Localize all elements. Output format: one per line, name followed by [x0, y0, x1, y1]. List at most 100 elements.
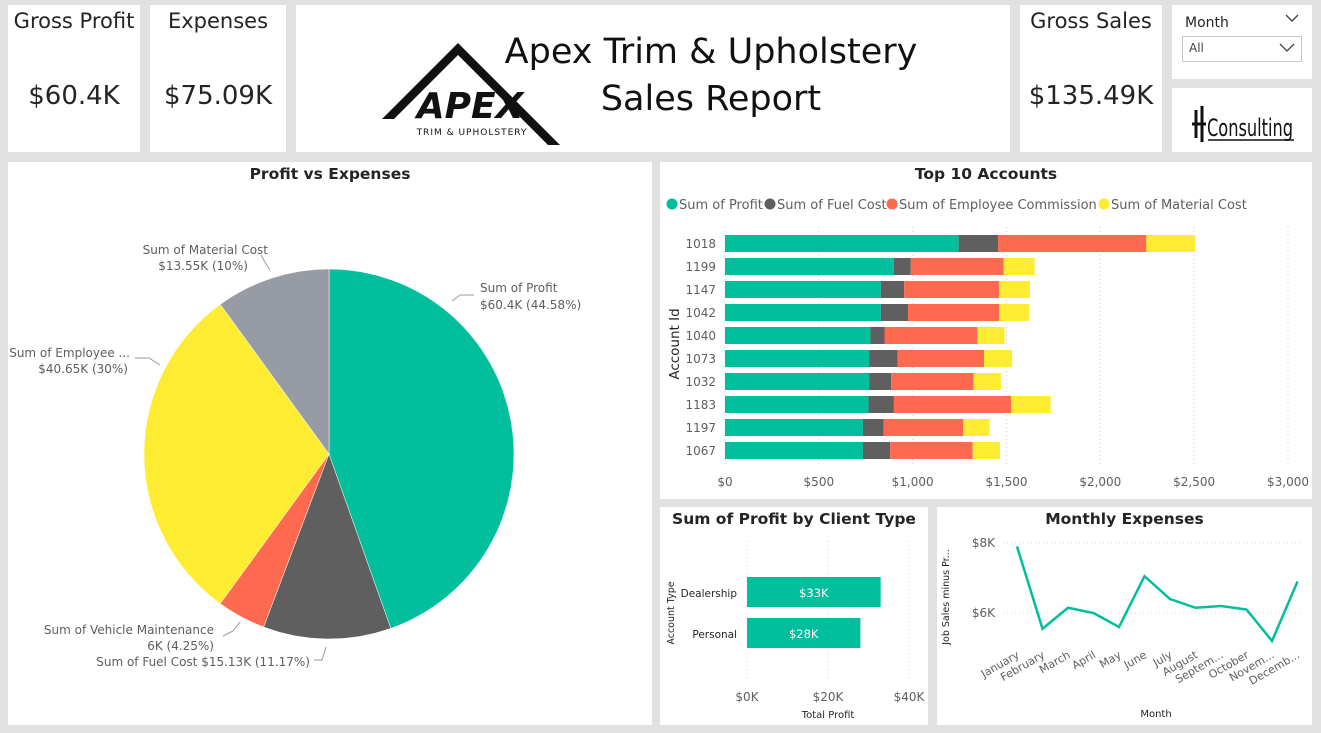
- bar-segment[interactable]: [977, 327, 1005, 344]
- bar-segment[interactable]: [904, 281, 999, 298]
- bar-segment[interactable]: [998, 304, 1030, 321]
- bar-segment[interactable]: [868, 396, 894, 413]
- bar-segment[interactable]: [725, 419, 863, 436]
- category-label: 1147: [685, 283, 716, 297]
- pie-label-employee-name: Sum of Employee ...: [9, 346, 130, 360]
- bar-segment[interactable]: [1011, 396, 1051, 413]
- category-label: 1040: [685, 329, 716, 343]
- x-tick-label: $20K: [813, 690, 845, 704]
- x-tick-label: $1,000: [892, 475, 934, 489]
- pie-slice[interactable]: [143, 303, 330, 605]
- chart-title: Profit vs Expenses: [249, 165, 411, 183]
- bar-segment[interactable]: [963, 419, 990, 436]
- pie-chart-card: Profit vs Expenses Sum of Material Cost …: [8, 162, 652, 725]
- bar-segment[interactable]: [998, 235, 1147, 252]
- bar-segment[interactable]: [725, 327, 871, 344]
- kpi-card-gross-profit: Gross Profit $60.4K: [8, 5, 140, 152]
- bar-segment[interactable]: [725, 281, 881, 298]
- pie-label-vehicle-value: 6K (4.25%): [147, 639, 214, 653]
- line-series: [1015, 546, 1299, 644]
- category-label: 1197: [685, 421, 716, 435]
- top-accounts-card: Top 10 Accounts Sum of Profit Sum of Fuel…: [660, 162, 1312, 499]
- bar-segment[interactable]: [725, 258, 894, 275]
- logo-roof: [382, 43, 560, 145]
- bar-segment[interactable]: [725, 442, 863, 459]
- bar-segment[interactable]: [883, 419, 964, 436]
- bar-segment[interactable]: [907, 304, 999, 321]
- kpi-label: Expenses: [167, 9, 269, 33]
- bar-segment[interactable]: [725, 373, 870, 390]
- bar-segment[interactable]: [890, 442, 973, 459]
- bar-segment[interactable]: [880, 281, 905, 298]
- bar-segment[interactable]: [880, 304, 908, 321]
- x-tick-label: $0K: [735, 690, 759, 704]
- bar-segment[interactable]: [862, 442, 891, 459]
- pie-label-vehicle-name: Sum of Vehicle Maintenance: [44, 623, 214, 637]
- bar-segment[interactable]: [869, 373, 892, 390]
- pie-slice[interactable]: [263, 453, 392, 640]
- bar-segment[interactable]: [998, 281, 1030, 298]
- x-axis-label: Month: [1140, 709, 1171, 720]
- bar-segment[interactable]: [1146, 235, 1196, 252]
- x-tick-label: June: [1121, 648, 1149, 672]
- logo-text: APEX: [414, 86, 526, 127]
- bar-segment[interactable]: [897, 350, 984, 367]
- bar-segment[interactable]: [910, 258, 1004, 275]
- bar-segment[interactable]: [884, 327, 978, 344]
- pie-label-material-value: $13.55K (10%): [158, 259, 248, 273]
- legend-marker: [764, 198, 776, 210]
- x-tick-label: $40K: [894, 690, 926, 704]
- bar-segment[interactable]: [893, 258, 911, 275]
- bar-segment[interactable]: [983, 350, 1013, 367]
- bar-segment[interactable]: [725, 235, 959, 252]
- top-accounts-chart: Sum of Profit Sum of Fuel Cost Sum of Empl…: [666, 198, 1309, 489]
- bar-segment[interactable]: [1003, 258, 1035, 275]
- bar-segment[interactable]: [725, 396, 869, 413]
- bar[interactable]: [747, 577, 881, 607]
- chevron-down-icon[interactable]: [1285, 13, 1299, 23]
- logo-mark: [1192, 106, 1206, 142]
- kpi-card-gross-sales: Gross Sales $135.49K: [1020, 5, 1162, 152]
- bar-segment[interactable]: [973, 373, 1001, 390]
- bar-segment[interactable]: [725, 304, 881, 321]
- bar-segment[interactable]: [891, 373, 974, 390]
- chart-title: Monthly Expenses: [1045, 510, 1204, 528]
- y-tick-label: $6K: [972, 606, 996, 620]
- report-title: Apex Trim & Upholstery Sales Report: [486, 29, 936, 123]
- x-axis-label: Total Profit: [801, 710, 855, 721]
- category-label: 1018: [685, 237, 716, 251]
- category-label: 1032: [685, 375, 716, 389]
- y-axis-label: Job Sales minus Pr...: [941, 549, 952, 646]
- pie-label-profit-name: Sum of Profit: [480, 281, 558, 295]
- bar-segment[interactable]: [869, 350, 898, 367]
- pie-label-material-name: Sum of Material Cost: [143, 243, 269, 257]
- x-tick-label: $2,000: [1079, 475, 1121, 489]
- y-tick-label: $8K: [972, 536, 996, 550]
- bar-segment[interactable]: [725, 350, 870, 367]
- x-tick-label: $2,500: [1173, 475, 1215, 489]
- slicer-label: Month: [1185, 15, 1229, 31]
- bar-segment[interactable]: [862, 419, 884, 436]
- logo-consulting-text: Consulting: [1207, 114, 1293, 142]
- bar-segment[interactable]: [893, 396, 1012, 413]
- logo-subtext: TRIM & UPHOLSTERY: [416, 128, 528, 138]
- month-dropdown-value: All: [1189, 41, 1204, 55]
- bar[interactable]: [747, 618, 861, 648]
- bar-segment[interactable]: [870, 327, 885, 344]
- pie-slice[interactable]: [328, 268, 515, 629]
- bar-segment[interactable]: [958, 235, 999, 252]
- client-type-chart: $33K Dealership $28K Personal $0K $20K $40K A…: [666, 541, 926, 721]
- bar-segment[interactable]: [972, 442, 1000, 459]
- pie-slice[interactable]: [219, 268, 330, 455]
- y-axis-label: Account Type: [666, 581, 677, 644]
- kpi-value: $75.09K: [163, 81, 273, 111]
- report-header: APEX TRIM & UPHOLSTERY Apex Trim & Uphol…: [296, 5, 1010, 152]
- month-dropdown[interactable]: All: [1182, 36, 1302, 62]
- category-label: Personal: [692, 629, 737, 641]
- consulting-logo-card: Consulting: [1172, 88, 1312, 152]
- category-label: Dealership: [681, 588, 738, 600]
- legend-label: Sum of Employee Commission: [899, 198, 1097, 213]
- legend-label: Sum of Material Cost: [1111, 198, 1247, 213]
- chart-title: Sum of Profit by Client Type: [672, 510, 916, 528]
